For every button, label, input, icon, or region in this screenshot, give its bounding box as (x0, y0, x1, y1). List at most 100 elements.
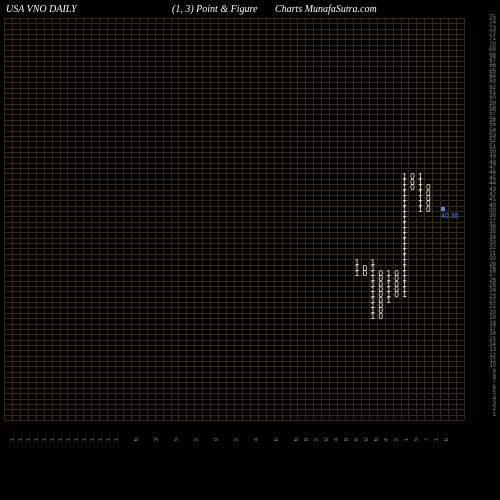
grid-col (274, 18, 275, 420)
grid-col (416, 18, 417, 420)
x-tick-label: 6 (274, 438, 280, 441)
ticker-label: USA VNO DAILY (6, 4, 77, 15)
grid-col (258, 18, 259, 420)
price-marker: 40.30 (441, 206, 464, 220)
x-tick-label: 9 (324, 438, 330, 441)
x-tick-label: 4 (254, 438, 260, 441)
grid-col (337, 18, 338, 420)
grid-col (234, 18, 235, 420)
grid-col (385, 18, 386, 420)
grid-col (155, 18, 156, 420)
grid-col (464, 18, 465, 420)
grid-col (361, 18, 362, 420)
grid-col (75, 18, 76, 420)
grid-col (163, 18, 164, 420)
grid-col (408, 18, 409, 420)
grid-col (36, 18, 37, 420)
x-tick-label: 1 (74, 438, 80, 441)
marker-dot-icon (441, 207, 445, 211)
grid-col (266, 18, 267, 420)
x-tick-label: 1 (90, 438, 96, 441)
grid-col (99, 18, 100, 420)
grid-col (194, 18, 195, 420)
grid-col (4, 18, 5, 420)
x-tick-label: 5 (174, 438, 180, 441)
x-tick-label: 5 (414, 438, 420, 441)
grid-col (218, 18, 219, 420)
grid-col (67, 18, 68, 420)
pf-o-cell: 0 (377, 270, 385, 278)
grid-col (242, 18, 243, 420)
x-tick-label: 6 (374, 438, 380, 441)
x-tick-label: 6 (134, 438, 140, 441)
x-tick-label: 1 (34, 438, 40, 441)
pf-x-cell: 1 (385, 270, 393, 278)
grid-col (393, 18, 394, 420)
x-tick-label: 3 (154, 438, 160, 441)
x-tick-label: 1 (50, 438, 56, 441)
grid-col (28, 18, 29, 420)
x-tick-label: 7 (424, 438, 430, 441)
x-tick-label: 1 (114, 438, 120, 441)
grid-col (250, 18, 251, 420)
x-tick-label: 8 (304, 438, 310, 441)
pf-o-cell: 0 (424, 184, 432, 192)
x-tick-label: 1 (26, 438, 32, 441)
grid-col (313, 18, 314, 420)
x-tick-label: 9 (214, 438, 220, 441)
x-tick-label: 8 (344, 438, 350, 441)
grid-col (432, 18, 433, 420)
x-tick-label: 1 (42, 438, 48, 441)
grid-col (171, 18, 172, 420)
pf-x-cell: 1 (353, 259, 361, 267)
grid-col (329, 18, 330, 420)
x-tick-label: 4 (334, 438, 340, 441)
grid-col (115, 18, 116, 420)
x-tick-label: 1 (10, 438, 16, 441)
grid-col (20, 18, 21, 420)
pf-o-cell: 0 (393, 270, 401, 278)
grid-col (290, 18, 291, 420)
pf-x-cell: 1 (416, 173, 424, 181)
y-tick-label: 1 (493, 413, 496, 418)
x-tick-label: 1 (66, 438, 72, 441)
grid-col (12, 18, 13, 420)
x-tick-label: 1 (98, 438, 104, 441)
grid-col (147, 18, 148, 420)
x-tick-label: 6 (294, 438, 300, 441)
grid-col (107, 18, 108, 420)
grid-col (178, 18, 179, 420)
grid-col (282, 18, 283, 420)
x-tick-label: 1 (82, 438, 88, 441)
grid-col (186, 18, 187, 420)
pf-x-cell: 1 (369, 259, 377, 267)
pf-x-cell: 1 (369, 307, 377, 315)
x-tick-label: 2 (234, 438, 240, 441)
grid-row (4, 420, 464, 421)
grid-col (83, 18, 84, 420)
x-tick-label: 6 (444, 438, 450, 441)
x-tick-label: 9 (364, 438, 370, 441)
grid-col (202, 18, 203, 420)
grid-col (424, 18, 425, 420)
grid-col (44, 18, 45, 420)
chart-grid: 1110011111111111000000000111111000001111… (4, 18, 464, 420)
grid-col (210, 18, 211, 420)
grid-col (321, 18, 322, 420)
pf-o-cell: 0 (408, 173, 416, 181)
x-tick-label: 2 (194, 438, 200, 441)
grid-col (60, 18, 61, 420)
pf-x-cell: 1 (401, 173, 409, 181)
grid-col (369, 18, 370, 420)
grid-col (305, 18, 306, 420)
x-tick-label: 1 (58, 438, 64, 441)
grid-col (297, 18, 298, 420)
x-tick-label: 1 (434, 438, 440, 441)
pf-o-cell: 0 (361, 265, 369, 273)
grid-col (345, 18, 346, 420)
x-tick-label: 4 (384, 438, 390, 441)
marker-value: 40.30 (441, 213, 459, 220)
grid-col (123, 18, 124, 420)
x-tick-label: 9 (354, 438, 360, 441)
grid-col (353, 18, 354, 420)
